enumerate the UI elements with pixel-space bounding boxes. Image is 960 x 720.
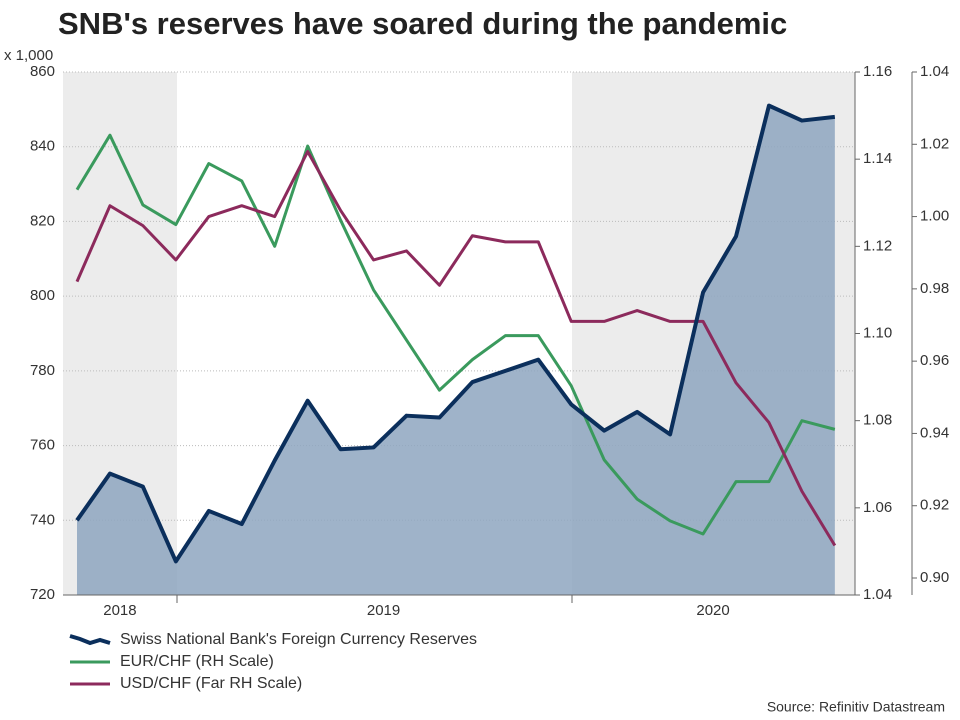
y3-tick-label: 0.98 — [920, 280, 949, 297]
y2-tick-label: 1.10 — [863, 324, 892, 341]
y3-tick-label: 0.92 — [920, 497, 949, 514]
series-line — [75, 103, 836, 564]
x-tick-label: 2020 — [696, 602, 729, 619]
source: Source: Refinitiv Datastream — [767, 699, 945, 715]
y3-tick-label: 0.90 — [920, 569, 949, 586]
y3-tick-label: 1.02 — [920, 135, 949, 152]
y2-tick-label: 1.04 — [863, 586, 892, 603]
y2-tick-label: 1.08 — [863, 412, 892, 429]
y2-tick-label: 1.16 — [863, 63, 892, 80]
y-tick-label: 820 — [30, 212, 55, 229]
chart-title: SNB's reserves have soared during the pa… — [58, 6, 787, 41]
series-line — [75, 150, 837, 547]
series-line — [75, 133, 836, 536]
y2-tick-label: 1.12 — [863, 237, 892, 254]
y-tick-label: 740 — [30, 511, 55, 528]
legend-swatch — [69, 634, 111, 646]
y-tick-label: 860 — [30, 63, 55, 80]
y-axis-unit: x 1,000 — [4, 47, 53, 64]
y-tick-label: 800 — [30, 287, 55, 304]
y-tick-label: 720 — [30, 586, 55, 603]
y-tick-label: 840 — [30, 138, 55, 155]
y3-tick-label: 1.04 — [920, 63, 949, 80]
x-tick-label: 2019 — [367, 602, 400, 619]
y2-tick-label: 1.14 — [863, 150, 892, 167]
reserves-area — [77, 105, 835, 595]
y-tick-label: 760 — [30, 437, 55, 454]
legend-label: USD/CHF (Far RH Scale) — [120, 675, 302, 692]
legend-label: Swiss National Bank's Foreign Currency R… — [120, 631, 477, 648]
legend-label: EUR/CHF (RH Scale) — [120, 653, 274, 670]
x-tick-label: 2018 — [103, 602, 136, 619]
y3-tick-label: 1.00 — [920, 208, 949, 225]
y3-tick-label: 0.94 — [920, 424, 949, 441]
y-tick-label: 780 — [30, 362, 55, 379]
y3-tick-label: 0.96 — [920, 352, 949, 369]
y2-tick-label: 1.06 — [863, 499, 892, 516]
